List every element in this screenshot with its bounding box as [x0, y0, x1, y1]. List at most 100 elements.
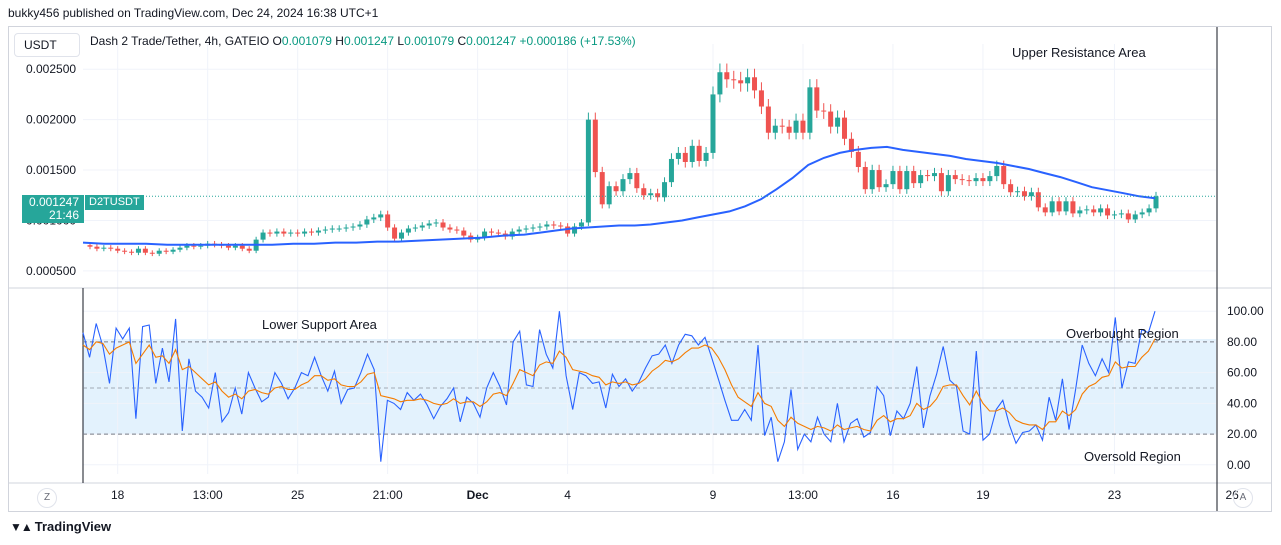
- candle-up: [1098, 208, 1104, 213]
- legend-high: 0.001247: [343, 34, 395, 48]
- candle-up: [537, 226, 543, 228]
- candle-down: [696, 145, 702, 161]
- candle-down: [239, 245, 245, 249]
- candle-up: [398, 232, 404, 239]
- grid-layer: [83, 44, 1216, 474]
- candle-up: [378, 214, 384, 218]
- candle-down: [731, 79, 737, 81]
- candle-down: [488, 231, 494, 233]
- candle-up: [945, 175, 951, 192]
- time-tick-label: 13:00: [193, 488, 223, 502]
- candle-up: [904, 171, 910, 190]
- candle-down: [980, 178, 986, 182]
- candle-up: [288, 232, 294, 234]
- candle-up: [648, 193, 654, 196]
- candle-down: [1035, 192, 1041, 208]
- candle-down: [295, 232, 301, 234]
- candle-up: [662, 182, 668, 198]
- candle-up: [1028, 192, 1034, 197]
- time-tick-label: 4: [564, 488, 571, 502]
- rsi-pane: [82, 311, 1216, 462]
- candle-up: [433, 222, 439, 224]
- candle-up: [1132, 214, 1138, 220]
- last-price-tag: 0.001247 21:46: [22, 195, 84, 223]
- candle-down: [655, 193, 661, 198]
- candle-up: [523, 228, 529, 230]
- candle-down: [281, 231, 287, 234]
- candle-up: [606, 186, 612, 205]
- candle-up: [835, 117, 841, 127]
- candle-down: [1042, 207, 1048, 213]
- candle-down: [1091, 209, 1097, 213]
- rsi-band-fill: [83, 339, 1216, 434]
- rsi-tick-label: 80.00: [1227, 335, 1257, 349]
- candle-down: [1056, 201, 1062, 212]
- candle-up: [101, 247, 107, 249]
- candle-up: [516, 229, 522, 232]
- price-tick-label: 0.002000: [26, 113, 76, 127]
- candle-down: [1008, 184, 1014, 193]
- price-tick-label: 0.002500: [26, 62, 76, 76]
- candle-up: [322, 229, 328, 231]
- rsi-tick-label: 60.00: [1227, 366, 1257, 380]
- candle-up: [578, 222, 584, 227]
- time-tick-label: Dec: [467, 488, 489, 502]
- ticker-tag: D2TUSDT: [85, 195, 144, 210]
- candle-down: [966, 180, 972, 182]
- lower-support-label[interactable]: Lower Support Area: [262, 317, 377, 332]
- candle-up: [869, 170, 875, 190]
- oversold-label[interactable]: Oversold Region: [1084, 449, 1181, 464]
- timezone-button[interactable]: Z: [37, 488, 57, 508]
- candle-up: [585, 119, 591, 223]
- candle-down: [225, 245, 231, 248]
- candle-down: [1021, 191, 1027, 197]
- candle-up: [426, 223, 432, 226]
- brand-name: TradingView: [34, 519, 112, 534]
- candle-down: [115, 248, 121, 251]
- candle-down: [897, 171, 903, 190]
- candle-down: [911, 171, 917, 184]
- candle-up: [350, 226, 356, 228]
- moving-average-line: [82, 145, 1156, 246]
- candle-up: [1084, 209, 1090, 211]
- candle-down: [1125, 213, 1131, 220]
- legend-open: 0.001079: [281, 34, 332, 48]
- candle-up: [772, 125, 778, 133]
- time-tick-label: 16: [886, 488, 900, 502]
- candle-down: [758, 90, 764, 107]
- candle-up: [689, 145, 695, 162]
- publish-caption: bukky456 published on TradingView.com, D…: [8, 6, 379, 20]
- candle-up: [931, 173, 937, 177]
- time-tick-label: 19: [976, 488, 990, 502]
- candle-down: [786, 126, 792, 133]
- rsi-tick-label: 40.00: [1227, 396, 1257, 410]
- candle-up: [343, 227, 349, 229]
- time-tick-label: 18: [111, 488, 125, 502]
- ohlc-legend: Dash 2 Trade/Tether, 4h, GATEIO O0.00107…: [90, 34, 636, 48]
- candle-down: [613, 186, 619, 192]
- candle-up: [745, 77, 751, 84]
- auto-scale-button[interactable]: A: [1233, 488, 1253, 508]
- candle-down: [938, 173, 944, 192]
- upper-resistance-label[interactable]: Upper Resistance Area: [1012, 45, 1146, 60]
- candle-down: [959, 179, 965, 181]
- candle-up: [1139, 212, 1145, 215]
- candle-up: [1049, 201, 1055, 213]
- candle-down: [246, 248, 252, 251]
- candle-up: [1015, 191, 1021, 193]
- candle-up: [315, 230, 321, 233]
- separators: [9, 27, 1272, 511]
- candle-down: [551, 224, 557, 226]
- candle-up: [793, 120, 799, 133]
- currency-selector[interactable]: USDT: [14, 33, 80, 57]
- candle-up: [994, 166, 1000, 177]
- axes: 0.0025000.0020000.0015000.0010000.000500…: [26, 62, 1264, 502]
- candle-down: [724, 72, 730, 80]
- overbought-label[interactable]: Overbought Region: [1066, 326, 1179, 341]
- rsi-line: [82, 311, 1156, 462]
- chart-frame: [8, 26, 1272, 512]
- time-tick-label: 9: [710, 488, 717, 502]
- candle-down: [842, 117, 848, 139]
- candle-up: [668, 158, 674, 183]
